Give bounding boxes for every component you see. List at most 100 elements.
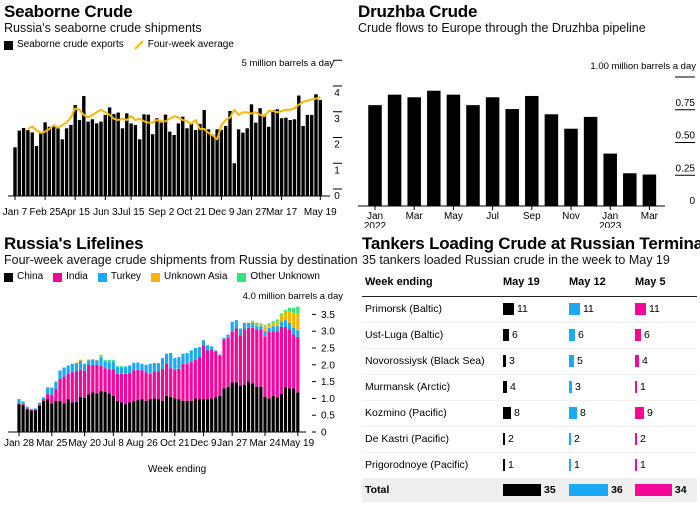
bar-segment — [124, 404, 128, 432]
value-label: 1 — [640, 458, 646, 471]
value-cell: 5 — [566, 348, 632, 375]
x-tick-label: Mar 17 — [266, 207, 298, 218]
cell-bar-wrapper: 6 — [569, 329, 632, 342]
bar-segment — [21, 401, 25, 405]
x-tick-sublabel: 2022 — [364, 221, 387, 228]
y-tick-label: 4 — [334, 88, 340, 99]
y-tick-label: 2 — [334, 140, 340, 151]
bar — [485, 97, 500, 206]
bar-segment — [234, 382, 238, 432]
bar — [189, 122, 193, 196]
x-tick-label: Oct 21 — [177, 207, 207, 218]
bar — [232, 163, 236, 196]
bar — [249, 104, 254, 196]
bar-segment — [119, 367, 124, 374]
bar-segment — [91, 392, 95, 432]
y-tick-label: 3 — [334, 114, 340, 125]
legend-label: Other Unknown — [250, 271, 320, 282]
bar-segment — [275, 397, 279, 432]
value-label: 2 — [574, 432, 580, 445]
bar-segment — [54, 388, 58, 401]
value-label: 8 — [580, 406, 586, 419]
value-cell: 6 — [632, 322, 697, 349]
bar — [103, 114, 107, 196]
cell-bar-wrapper: 6 — [635, 329, 697, 342]
bar-segment — [78, 359, 83, 361]
bar — [254, 122, 258, 196]
cell-bar-wrapper: 4 — [503, 381, 566, 394]
bar — [466, 105, 480, 206]
bar — [305, 114, 310, 196]
bar — [99, 121, 103, 196]
terminal-name: Novorossiysk (Black Sea) — [362, 348, 500, 375]
x-tick-label: Jan 27 — [217, 438, 247, 449]
bar — [52, 125, 56, 196]
x-tick-label: Nov — [562, 211, 580, 222]
bar-segment — [292, 334, 296, 389]
legend-item-average: Four-week average — [134, 39, 234, 51]
bar — [271, 109, 275, 196]
bar-segment — [206, 399, 210, 432]
bar-segment — [283, 310, 288, 312]
bar-segment — [156, 371, 160, 400]
bar — [275, 109, 279, 196]
table-row: Primorsk (Baltic) 11 11 11 — [362, 296, 697, 323]
bar — [107, 107, 112, 196]
value-cell: 9 — [632, 400, 697, 427]
bar-segment — [58, 370, 62, 379]
bar-segment — [251, 383, 255, 432]
bar-segment — [255, 329, 259, 387]
bar — [267, 126, 271, 196]
bar-segment — [218, 354, 222, 356]
bar-segment — [210, 346, 214, 350]
bar — [314, 94, 318, 196]
value-cell: 11 — [500, 296, 566, 323]
bar-segment — [185, 400, 189, 432]
bar-segment — [107, 369, 111, 394]
tankers-subtitle: 35 tankers loaded Russian crude in the w… — [362, 253, 670, 267]
bar-segment — [156, 399, 160, 432]
x-tick-label: May — [444, 211, 463, 222]
legend-label: Four-week average — [147, 39, 234, 50]
bar — [60, 139, 64, 196]
value-cell: 35 — [500, 478, 566, 502]
bar-segment — [99, 355, 103, 357]
bar-segment — [226, 386, 230, 432]
y-tick-label: 0 — [334, 191, 340, 202]
value-label: 34 — [674, 483, 687, 496]
x-tick-sublabel: 2023 — [599, 221, 622, 228]
bar — [564, 128, 578, 206]
bar-segment — [95, 360, 99, 365]
table-row: Prigorodnoye (Pacific) 1 1 1 — [362, 452, 697, 479]
bar-segment — [275, 331, 279, 398]
bar-segment — [197, 346, 201, 358]
bar-segment — [255, 322, 259, 325]
value-bar — [503, 355, 506, 367]
bar — [125, 113, 129, 196]
terminal-name: De Kastri (Pacific) — [362, 426, 500, 453]
bar-segment — [144, 364, 148, 373]
bar — [47, 126, 52, 196]
bar-segment — [177, 368, 181, 400]
bar-segment — [177, 357, 181, 369]
value-cell: 2 — [500, 426, 566, 453]
bar-segment — [160, 368, 165, 401]
bar-segment — [222, 339, 226, 389]
bar-segment — [111, 360, 115, 363]
value-label: 2 — [640, 432, 646, 445]
value-bar — [569, 355, 574, 367]
bar-segment — [119, 373, 124, 403]
bar-segment — [99, 357, 103, 366]
bar-segment — [95, 364, 99, 394]
bar-segment — [288, 388, 292, 432]
bar-segment — [193, 398, 197, 432]
bar-segment — [29, 408, 33, 410]
bar-segment — [185, 353, 189, 364]
bar-segment — [201, 399, 206, 432]
bar-segment — [99, 356, 103, 358]
terminal-name: Ust-Luga (Baltic) — [362, 322, 500, 349]
bar — [120, 128, 125, 196]
bar-segment — [165, 353, 169, 364]
column-header-may-5: May 5 — [632, 270, 697, 297]
bar-segment — [169, 396, 173, 432]
